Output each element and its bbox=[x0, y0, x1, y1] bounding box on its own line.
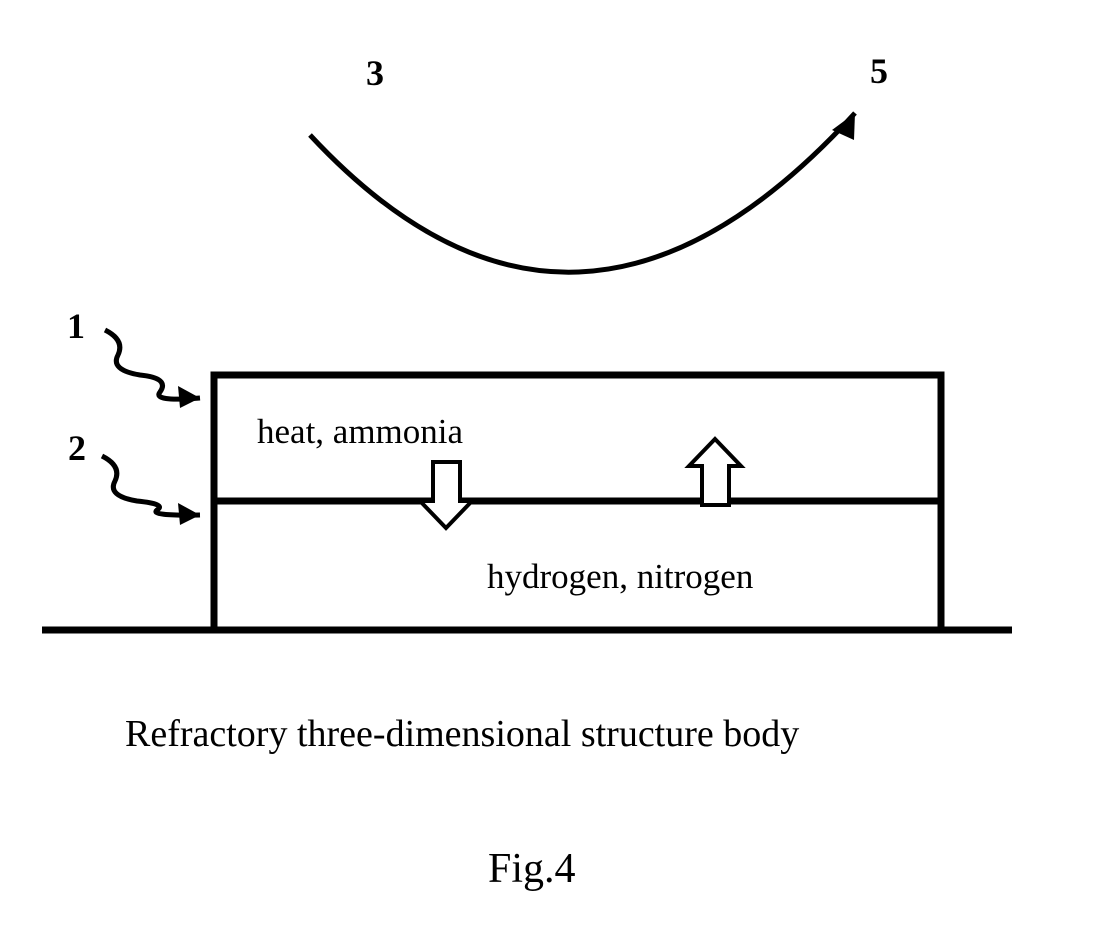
curve-arrow-icon bbox=[310, 113, 855, 272]
diagram-svg bbox=[0, 0, 1107, 948]
top-text-label: heat, ammonia bbox=[257, 412, 463, 452]
caption-text: Refractory three-dimensional structure b… bbox=[125, 712, 799, 756]
label-2: 2 bbox=[68, 427, 86, 469]
wavy-arrow-1-icon bbox=[105, 330, 200, 408]
figure-title: Fig.4 bbox=[488, 845, 576, 893]
bottom-text-label: hydrogen, nitrogen bbox=[487, 557, 753, 597]
label-5: 5 bbox=[870, 50, 888, 92]
wavy-arrow-2-icon bbox=[102, 456, 200, 525]
down-arrow-icon bbox=[420, 462, 472, 528]
up-arrow-icon bbox=[689, 439, 741, 505]
label-1: 1 bbox=[67, 305, 85, 347]
label-3: 3 bbox=[366, 52, 384, 94]
figure-container: 1 2 3 5 heat, ammonia hydrogen, nitrogen… bbox=[0, 0, 1107, 948]
